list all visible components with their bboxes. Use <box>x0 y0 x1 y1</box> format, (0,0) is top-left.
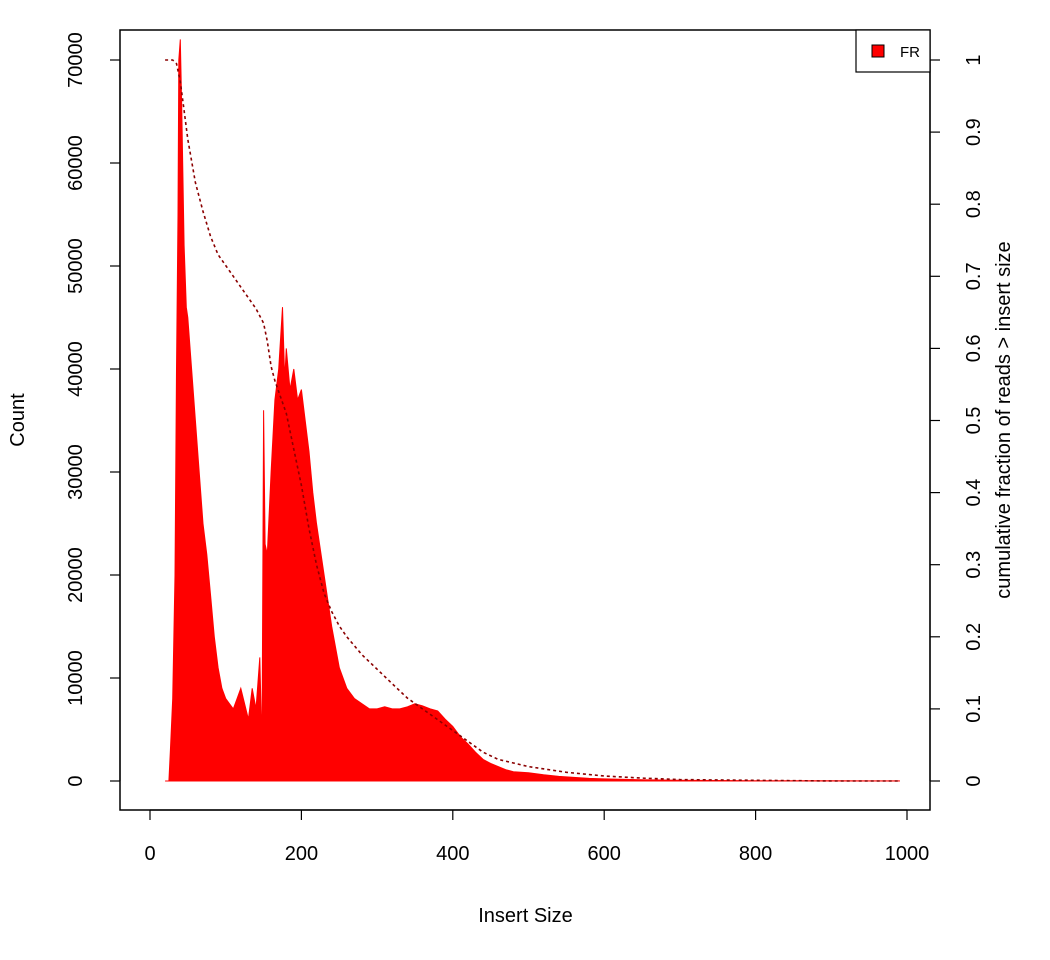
legend-swatch-fr <box>871 44 885 58</box>
y2-tick-label: 0.4 <box>963 479 985 507</box>
y-tick-label: 40000 <box>65 341 87 397</box>
y2-tick-label: 0.5 <box>963 407 985 435</box>
y2-tick-label: 0.3 <box>963 551 985 579</box>
y2-tick-label: 0.6 <box>963 334 985 362</box>
y-tick-label: 50000 <box>65 238 87 294</box>
legend-box <box>855 29 931 73</box>
y-tick-label: 0 <box>65 775 87 786</box>
histogram-area-fr <box>165 39 900 782</box>
y2-tick-label: 0 <box>963 775 985 786</box>
y-tick-label: 20000 <box>65 547 87 603</box>
x-tick-label: 1000 <box>885 843 930 865</box>
x-axis: 0 200 400 600 800 1000 <box>144 809 930 865</box>
y-tick-label: 30000 <box>65 444 87 500</box>
y-tick-label: 10000 <box>65 650 87 706</box>
y-tick-label: 70000 <box>65 32 87 88</box>
x-tick-label: 200 <box>285 843 318 865</box>
y2-tick-label: 0.1 <box>963 695 985 723</box>
histogram-layer <box>165 39 900 782</box>
y2-tick-label: 0.2 <box>963 623 985 651</box>
y-axis-label: Count <box>7 393 29 447</box>
x-tick-label: 800 <box>739 843 772 865</box>
legend-label-fr: FR <box>900 44 920 61</box>
y-tick-label: 60000 <box>65 135 87 191</box>
y2-tick-label: 0.8 <box>963 190 985 218</box>
x-tick-label: 0 <box>144 843 155 865</box>
x-axis-label: Insert Size <box>478 905 572 927</box>
y2-tick-label: 0.7 <box>963 262 985 290</box>
x-tick-label: 400 <box>436 843 469 865</box>
y2-tick-label: 0.9 <box>963 118 985 146</box>
legend: FR <box>855 29 931 73</box>
y-axis-left: 0 10000 20000 30000 40000 50000 60000 70000 <box>65 32 121 787</box>
x-tick-label: 600 <box>588 843 621 865</box>
y2-axis-label: cumulative fraction of reads > insert si… <box>993 241 1015 598</box>
y-axis-right: 0 0.1 0.2 0.3 0.4 0.5 0.6 0.7 0.8 0.9 1 <box>929 54 985 787</box>
y2-tick-label: 1 <box>963 54 985 65</box>
